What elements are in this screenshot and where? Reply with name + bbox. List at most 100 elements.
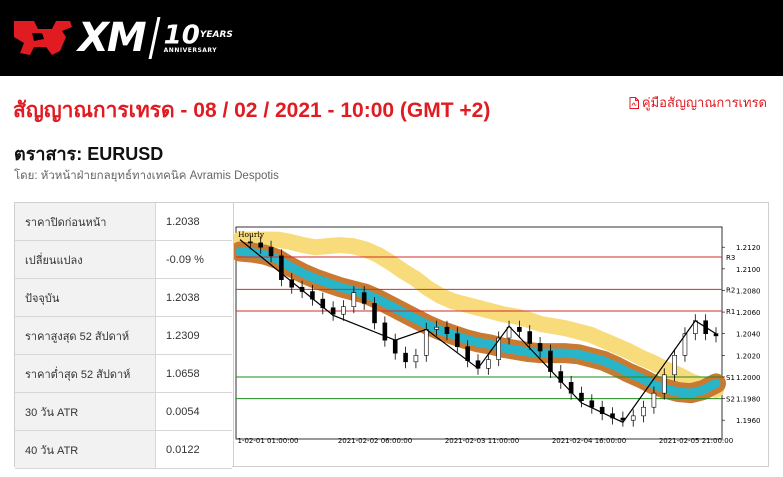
price-chart: R3 R2 R1 S1 S2 1.2120 1.2100 1.2080 1.2060 1.2040… — [230, 203, 769, 466]
candle-body — [341, 306, 346, 315]
candle-body — [330, 307, 336, 315]
fast-band-inner-series — [235, 247, 721, 398]
signal-panel: ราคาปิดก่อนหน้า 1.2038 เปลี่ยนแปลง -0.09… — [14, 202, 769, 469]
y-tick-label: 1.2040 — [736, 331, 761, 339]
stat-value: 1.2038 — [155, 203, 232, 241]
x-tick-label: 2021-02-03 11:00:00 — [445, 437, 519, 445]
y-tick-label: 1.2000 — [736, 374, 761, 382]
candle-body — [279, 255, 284, 280]
level-label-r1: R1 — [726, 308, 735, 316]
stat-value: 1.2038 — [155, 278, 232, 317]
candle-body — [672, 355, 677, 376]
chart-title: Hourly — [238, 230, 265, 239]
chart-svg: R3 R2 R1 S1 S2 1.2120 1.2100 1.2080 1.2060 1.2040… — [230, 226, 761, 445]
stat-value: 0.0122 — [155, 430, 232, 469]
candle-body — [465, 346, 470, 362]
candle-body — [548, 350, 553, 372]
level-label-r2: R2 — [726, 286, 735, 294]
stat-value: 0.0054 — [155, 392, 232, 431]
candle-body — [382, 322, 388, 341]
candle-body — [320, 298, 326, 309]
candle-body — [403, 352, 408, 363]
table-row: ราคาต่ำสุด 52 สัปดาห์ 1.0658 — [15, 354, 232, 393]
candle-body — [661, 374, 667, 394]
table-row: 40 วัน ATR 0.0122 — [15, 430, 232, 469]
candle-body — [682, 333, 688, 356]
stat-label: ปัจจุบัน — [15, 278, 156, 317]
candle-body — [589, 400, 595, 408]
logo-separator — [148, 17, 161, 59]
y-tick-label: 1.2100 — [736, 266, 761, 274]
y-tick-label: 1.2060 — [736, 309, 761, 317]
bull-logo-icon — [14, 21, 72, 55]
stats-table: ราคาปิดก่อนหน้า 1.2038 เปลี่ยนแปลง -0.09… — [15, 203, 232, 469]
x-tick-label: 2021-02-02 06:00:00 — [338, 437, 412, 445]
candle-body — [558, 371, 564, 383]
stat-label: 30 วัน ATR — [15, 392, 156, 431]
stat-label: 40 วัน ATR — [15, 430, 156, 469]
candle-body — [506, 326, 512, 339]
y-tick-label: 1.2120 — [736, 244, 761, 252]
anniversary-word: ANNIVERSARY — [163, 47, 218, 55]
candle-body — [268, 246, 274, 257]
xm-logo[interactable]: XM 10YEARS ANNIVERSARY — [12, 15, 233, 61]
level-label-r3: R3 — [726, 254, 735, 262]
top-header-bar: XM 10YEARS ANNIVERSARY — [0, 0, 783, 76]
candle-body — [455, 333, 460, 347]
pdf-icon — [629, 96, 639, 109]
candle-body — [351, 292, 357, 307]
candle-body — [579, 392, 584, 402]
stat-value: 1.0658 — [155, 354, 232, 393]
candle-body — [486, 359, 491, 369]
slow-band-series — [232, 231, 724, 398]
stat-value: 1.2309 — [155, 316, 232, 355]
candle-body — [630, 415, 636, 421]
anniversary-number: 10 — [163, 20, 200, 51]
x-tick-label: 2021-02-05 21:00:00 — [659, 437, 733, 445]
zigzag-trend-line — [239, 239, 717, 424]
stat-value: -0.09 % — [155, 240, 232, 279]
guide-link-label: คู่มือสัญญาณการเทรด — [641, 95, 767, 110]
candle-body — [248, 241, 253, 244]
candle-body — [599, 406, 605, 415]
stat-label: ราคาต่ำสุด 52 สัปดาห์ — [15, 354, 156, 393]
x-tick-label: 1-02-01 01:00:00 — [238, 437, 299, 445]
candle-body — [372, 303, 377, 324]
candle-body — [568, 382, 574, 394]
candle-body — [413, 355, 419, 363]
level-label-s2: S2 — [726, 396, 735, 404]
y-tick-label: 1.2020 — [736, 352, 761, 360]
y-tick-label: 1.1980 — [736, 396, 761, 404]
candle-body — [258, 242, 263, 248]
brand-name: XM — [78, 15, 147, 61]
candle-body — [517, 326, 522, 332]
anniversary-years: YEARS — [199, 29, 233, 40]
candle-body — [537, 343, 543, 352]
trading-signals-guide-link[interactable]: คู่มือสัญญาณการเทรด — [629, 92, 767, 113]
candle-body — [361, 292, 367, 304]
candle-body — [527, 331, 533, 344]
table-row: 30 วัน ATR 0.0054 — [15, 392, 232, 431]
candle-body — [434, 326, 439, 330]
table-row: ราคาสูงสุด 52 สัปดาห์ 1.2309 — [15, 316, 232, 355]
stat-label: เปลี่ยนแปลง — [15, 240, 156, 279]
candle-body — [713, 333, 719, 337]
table-row: เปลี่ยนแปลง -0.09 % — [15, 240, 232, 279]
stat-label: ราคาปิดก่อนหน้า — [15, 203, 156, 241]
candle-body — [651, 392, 657, 408]
table-row: ราคาปิดก่อนหน้า 1.2038 — [15, 203, 232, 241]
candle-body — [444, 326, 450, 335]
anniversary-badge: 10YEARS ANNIVERSARY — [164, 22, 233, 55]
level-label-s1: S1 — [726, 374, 735, 382]
table-row: ปัจจุบัน 1.2038 — [15, 278, 232, 317]
page-title: สัญญาณการเทรด - 08 / 02 / 2021 - 10:00 (… — [13, 99, 491, 122]
stat-label: ราคาสูงสุด 52 สัปดาห์ — [15, 316, 156, 355]
candle-body — [641, 406, 646, 417]
candle-body — [423, 329, 429, 356]
candle-body — [392, 339, 398, 354]
instrument-heading: ตราสาร: EURUSD — [14, 144, 164, 164]
x-tick-label: 2021-02-04 16:00:00 — [552, 437, 626, 445]
y-tick-label: 1.1960 — [736, 417, 761, 425]
author-line: โดย: หัวหน้าฝ่ายกลยุทธ์ทางเทคนิค Avramis… — [14, 170, 279, 182]
candle-body — [496, 337, 501, 360]
